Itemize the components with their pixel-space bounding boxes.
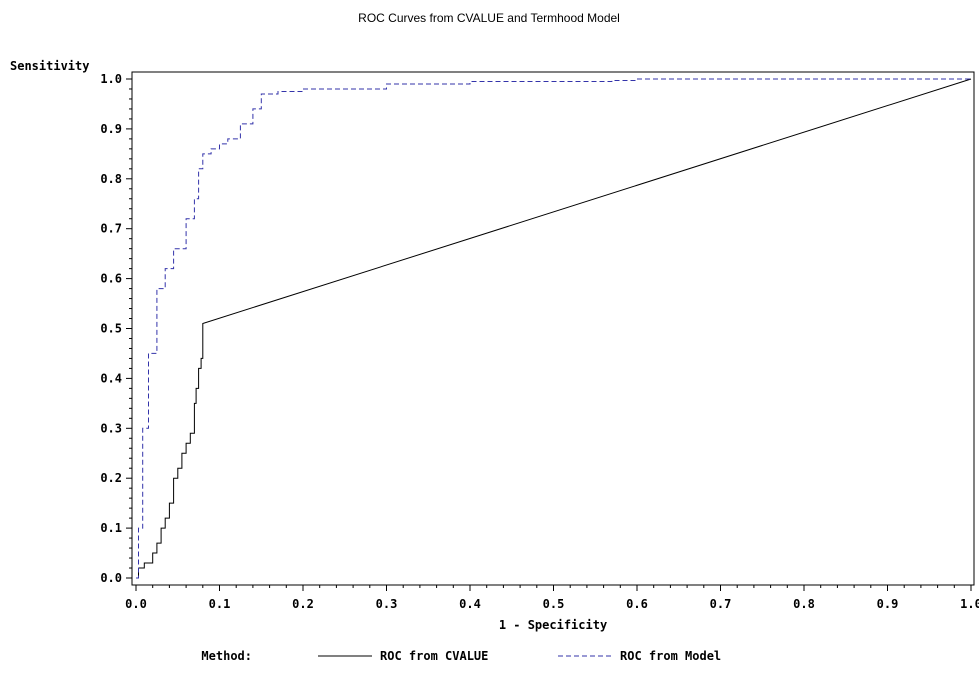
x-axis: 0.0 0.1 0.2 0.3 0.4 0.5 0.6 0.7 0.8 0.9 1.0 (125, 585, 979, 611)
series-line-cvalue (136, 78, 972, 579)
legend-label-model: ROC from Model (620, 649, 721, 663)
legend: Method: ROC from CVALUE ROC from Model (201, 649, 721, 663)
chart-title: ROC Curves from CVALUE and Termhood Mode… (358, 11, 620, 25)
legend-label-cvalue: ROC from CVALUE (380, 649, 488, 663)
x-tick-label: 0.9 (877, 597, 899, 611)
x-tick-label: 0.4 (459, 597, 481, 611)
x-tick-label: 0.8 (793, 597, 815, 611)
y-tick-label: 0.2 (100, 471, 122, 485)
x-axis-label: 1 - Specificity (499, 618, 607, 632)
y-axis-label: Sensitivity (10, 59, 89, 73)
x-tick-label: 0.5 (543, 597, 565, 611)
x-tick-label: 0.3 (376, 597, 398, 611)
x-tick-label: 0.0 (125, 597, 147, 611)
y-tick-label: 0.9 (100, 122, 122, 136)
y-tick-label: 0.8 (100, 172, 122, 186)
y-tick-label: 0.5 (100, 322, 122, 336)
plot-frame (131, 71, 975, 586)
y-tick-label: 0.0 (100, 571, 122, 585)
x-tick-label: 0.2 (292, 597, 314, 611)
y-tick-label: 0.6 (100, 272, 122, 286)
y-tick-label: 0.1 (100, 521, 122, 535)
y-tick-label: 1.0 (100, 72, 122, 86)
x-tick-label: 1.0 (960, 597, 979, 611)
y-tick-label: 0.7 (100, 222, 122, 236)
series-line-model (136, 78, 971, 579)
x-tick-label: 0.7 (710, 597, 732, 611)
legend-title: Method: (201, 649, 252, 663)
series-layer (136, 78, 972, 579)
y-axis: 0.0 0.1 0.2 0.3 0.4 0.5 0.6 0.7 0.8 0.9 1.0 (100, 72, 132, 585)
y-tick-label: 0.4 (100, 371, 122, 385)
x-tick-label: 0.6 (626, 597, 648, 611)
x-tick-label: 0.1 (209, 597, 231, 611)
y-tick-label: 0.3 (100, 421, 122, 435)
